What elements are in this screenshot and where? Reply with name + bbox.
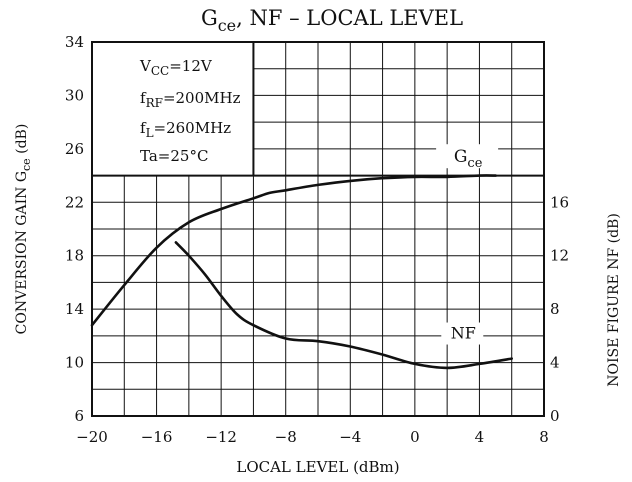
x-tick-label: −20 xyxy=(76,428,108,446)
x-tick-label: 8 xyxy=(539,428,549,446)
y-left-tick-label: 10 xyxy=(65,354,84,372)
x-tick-label: −12 xyxy=(205,428,237,446)
y-right-tick-label: 4 xyxy=(550,354,560,372)
y-left-tick-label: 6 xyxy=(74,407,84,425)
series-line-gce xyxy=(90,174,497,327)
condition-2: fRF=200MHz xyxy=(140,89,241,110)
y-axis-label-left: CONVERSION GAIN Gce (dB) xyxy=(14,124,33,335)
y-axis-label-right: NOISE FIGURE NF (dB) xyxy=(606,213,622,387)
series xyxy=(90,174,513,370)
labels: Gce NF VCC=12V fRF=200MHz fL=260MHz Ta=25°C Gc… xyxy=(14,6,622,476)
y-left-tick-label: 26 xyxy=(65,140,84,158)
y-left-tick-label: 18 xyxy=(65,247,84,265)
series-label-bg xyxy=(441,322,484,345)
x-axis-label: LOCAL LEVEL (dBm) xyxy=(236,458,399,476)
series-label-gce: Gce xyxy=(454,147,483,171)
y-left-tick-label: 14 xyxy=(65,300,84,318)
y-right-tick-label: 16 xyxy=(550,193,569,211)
y-right-tick-label: 12 xyxy=(550,247,569,265)
y-right-tick-label: 8 xyxy=(550,300,560,318)
y-left-tick-label: 30 xyxy=(65,86,84,104)
series-label-nf: NF xyxy=(451,324,476,343)
series-line-nf xyxy=(174,241,513,370)
condition-4: Ta=25°C xyxy=(140,147,208,165)
chart-title: Gce, NF – LOCAL LEVEL xyxy=(201,6,463,35)
x-tick-label: −16 xyxy=(141,428,173,446)
y-left-tick-label: 34 xyxy=(65,33,84,51)
plot-frame xyxy=(91,41,545,417)
series-label-bg xyxy=(436,144,499,169)
y-right-tick-label: 0 xyxy=(550,407,560,425)
y-left-tick-label: 22 xyxy=(65,193,84,211)
x-tick-label: 4 xyxy=(475,428,485,446)
plot-frame-rect xyxy=(91,41,545,417)
condition-3: fL=260MHz xyxy=(140,119,231,140)
x-tick-label: −4 xyxy=(339,428,361,446)
condition-1: VCC=12V xyxy=(139,57,213,78)
x-tick-label: 0 xyxy=(410,428,420,446)
x-tick-label: −8 xyxy=(275,428,297,446)
